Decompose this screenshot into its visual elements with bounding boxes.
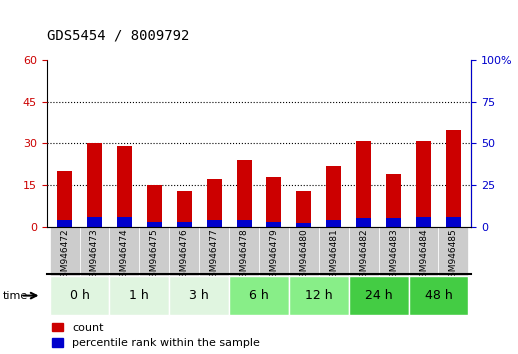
Bar — [169, 227, 199, 313]
Bar — [446, 130, 461, 227]
Bar — [207, 220, 222, 227]
Bar — [266, 177, 281, 227]
FancyBboxPatch shape — [169, 276, 229, 315]
Text: GDS5454 / 8009792: GDS5454 / 8009792 — [47, 28, 189, 42]
Bar — [50, 227, 80, 313]
Bar — [207, 179, 222, 227]
Bar — [379, 227, 409, 313]
Bar — [349, 227, 379, 313]
Bar — [416, 217, 431, 227]
Text: time: time — [3, 291, 28, 301]
Bar — [438, 227, 468, 313]
Bar — [87, 217, 102, 227]
Bar — [409, 227, 438, 313]
Bar — [356, 218, 371, 227]
Text: 6 h: 6 h — [249, 289, 269, 302]
FancyBboxPatch shape — [409, 276, 468, 315]
Text: 24 h: 24 h — [365, 289, 393, 302]
Bar — [356, 141, 371, 227]
Bar — [199, 227, 229, 313]
Bar — [80, 227, 109, 313]
Bar — [87, 143, 102, 227]
Legend: count, percentile rank within the sample: count, percentile rank within the sample — [52, 322, 260, 348]
FancyBboxPatch shape — [50, 276, 109, 315]
FancyBboxPatch shape — [349, 276, 409, 315]
Text: 0 h: 0 h — [69, 289, 90, 302]
Bar — [109, 227, 139, 313]
Text: 3 h: 3 h — [189, 289, 209, 302]
Bar — [296, 223, 311, 227]
FancyBboxPatch shape — [109, 276, 169, 315]
Bar — [386, 174, 401, 227]
Bar — [296, 190, 311, 227]
Bar — [416, 141, 431, 227]
Text: 1 h: 1 h — [130, 289, 149, 302]
FancyBboxPatch shape — [289, 276, 349, 315]
Bar — [57, 220, 72, 227]
Bar — [57, 171, 72, 227]
Bar — [319, 227, 349, 313]
Bar — [117, 146, 132, 227]
Bar — [259, 227, 289, 313]
Bar — [117, 217, 132, 227]
Text: 48 h: 48 h — [425, 289, 452, 302]
Bar — [147, 185, 162, 227]
Bar — [386, 218, 401, 227]
Bar — [139, 227, 169, 313]
Bar — [266, 222, 281, 227]
Bar — [326, 166, 341, 227]
Bar — [229, 227, 259, 313]
Text: 12 h: 12 h — [305, 289, 333, 302]
Bar — [237, 160, 252, 227]
Bar — [237, 220, 252, 227]
Bar — [289, 227, 319, 313]
Bar — [177, 222, 192, 227]
Bar — [177, 190, 192, 227]
Bar — [147, 222, 162, 227]
FancyBboxPatch shape — [229, 276, 289, 315]
Bar — [446, 217, 461, 227]
Bar — [326, 220, 341, 227]
